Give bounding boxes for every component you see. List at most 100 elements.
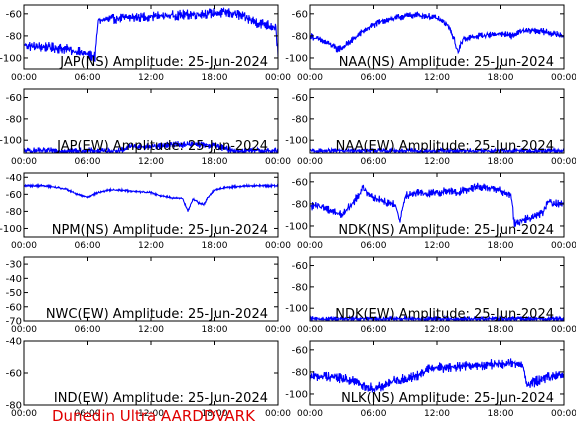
y-tick-label: -100 bbox=[285, 221, 308, 232]
panel-5: -100 -80 -60 -40 00:00 06:00 12:00 18:00 00:00 NP… bbox=[0, 172, 291, 251]
y-tick-label: -100 bbox=[285, 136, 308, 147]
panel-1: -100 -80 -60 00:00 06:00 12:00 18:00 00:00 JAP(N… bbox=[0, 4, 291, 83]
x-tick-label: 00:00 bbox=[265, 157, 291, 167]
x-tick-label: 00:00 bbox=[11, 409, 37, 419]
x-tick-label: 00:00 bbox=[11, 325, 37, 335]
x-tick-label: 00:00 bbox=[11, 73, 37, 83]
chart-title: NAA(EW) Amplitude: 25-Jun-2024 bbox=[336, 139, 554, 154]
y-tick-label: -40 bbox=[6, 173, 22, 184]
x-tick-label: 06:00 bbox=[361, 73, 387, 83]
chart-title: NDK(EW) Amplitude: 25-Jun-2024 bbox=[335, 307, 554, 322]
y-tick-label: -30 bbox=[6, 260, 22, 271]
x-tick-label: 12:00 bbox=[424, 73, 450, 83]
x-tick-label: 18:00 bbox=[488, 73, 514, 83]
y-tick-label: -60 bbox=[6, 9, 22, 20]
panel-10: -100 -80 -60 00:00 06:00 12:00 18:00 00:00 NLK(N… bbox=[285, 340, 576, 419]
x-tick-label: 00:00 bbox=[265, 241, 291, 251]
y-tick-label: -100 bbox=[285, 389, 308, 400]
x-tick-label: 18:00 bbox=[488, 157, 514, 167]
y-tick-label: -60 bbox=[292, 177, 308, 188]
x-tick-label: 06:00 bbox=[361, 409, 387, 419]
series-trace bbox=[310, 358, 564, 393]
y-tick-label: -80 bbox=[292, 31, 308, 42]
panel-8: -100 -80 -60 00:00 06:00 12:00 18:00 00:00 NDK(E… bbox=[285, 256, 576, 335]
x-tick-label: 06:00 bbox=[75, 73, 101, 83]
x-tick-label: 00:00 bbox=[297, 325, 323, 335]
x-tick-label: 06:00 bbox=[361, 157, 387, 167]
x-tick-label: 18:00 bbox=[202, 409, 228, 419]
x-tick-label: 06:00 bbox=[75, 157, 101, 167]
y-tick-label: -80 bbox=[292, 199, 308, 210]
y-tick-label: -60 bbox=[292, 93, 308, 104]
x-tick-label: 00:00 bbox=[297, 73, 323, 83]
y-tick-label: -80 bbox=[6, 31, 22, 42]
series-trace bbox=[24, 182, 278, 212]
y-tick-label: -60 bbox=[292, 9, 308, 20]
y-tick-label: -80 bbox=[292, 114, 308, 125]
panel-6: -100 -80 -60 00:00 06:00 12:00 18:00 00:00 NDK(N… bbox=[285, 172, 576, 251]
x-tick-label: 18:00 bbox=[488, 325, 514, 335]
panel-9: -80 -60 -40 00:00 06:00 12:00 18:00 00:00 IND(EW… bbox=[6, 337, 292, 420]
x-tick-label: 06:00 bbox=[75, 325, 101, 335]
x-tick-label: 18:00 bbox=[202, 241, 228, 251]
y-tick-label: -100 bbox=[0, 224, 22, 235]
y-tick-label: -40 bbox=[6, 274, 22, 285]
chart-title: IND(EW) Amplitude: 25-Jun-2024 bbox=[54, 391, 268, 406]
x-tick-label: 12:00 bbox=[424, 157, 450, 167]
x-tick-label: 18:00 bbox=[488, 241, 514, 251]
x-tick-label: 06:00 bbox=[75, 241, 101, 251]
x-tick-label: 00:00 bbox=[11, 241, 37, 251]
x-tick-label: 00:00 bbox=[551, 73, 576, 83]
series-trace bbox=[24, 7, 278, 62]
chart-title: NLK(NS) Amplitude: 25-Jun-2024 bbox=[341, 391, 554, 406]
x-tick-label: 12:00 bbox=[138, 241, 164, 251]
y-tick-label: -70 bbox=[6, 317, 22, 328]
x-tick-label: 00:00 bbox=[551, 241, 576, 251]
y-tick-label: -40 bbox=[6, 337, 22, 348]
chart-title: NPM(NS) Amplitude: 25-Jun-2024 bbox=[52, 223, 268, 238]
y-tick-label: -80 bbox=[6, 114, 22, 125]
y-tick-label: -50 bbox=[6, 288, 22, 299]
x-tick-label: 12:00 bbox=[424, 241, 450, 251]
panel-2: -100 -80 -60 00:00 06:00 12:00 18:00 00:00 NAA(N… bbox=[285, 4, 576, 83]
footer-credit: Dunedin Ultra AARDDVARK bbox=[52, 407, 255, 425]
x-tick-label: 00:00 bbox=[551, 157, 576, 167]
x-tick-label: 12:00 bbox=[138, 73, 164, 83]
y-tick-label: -60 bbox=[6, 93, 22, 104]
y-tick-label: -60 bbox=[6, 369, 22, 380]
x-tick-label: 12:00 bbox=[424, 325, 450, 335]
y-tick-label: -100 bbox=[0, 136, 22, 147]
x-tick-label: 00:00 bbox=[11, 157, 37, 167]
chart-title: NAA(NS) Amplitude: 25-Jun-2024 bbox=[339, 55, 554, 70]
series-trace bbox=[24, 141, 278, 153]
chart-title: JAP(EW) Amplitude: 25-Jun-2024 bbox=[56, 139, 268, 154]
x-tick-label: 06:00 bbox=[361, 241, 387, 251]
y-tick-label: -60 bbox=[292, 261, 308, 272]
chart-title: NWC(EW) Amplitude: 25-Jun-2024 bbox=[46, 307, 268, 322]
x-tick-label: 00:00 bbox=[265, 325, 291, 335]
x-tick-label: 18:00 bbox=[488, 409, 514, 419]
x-tick-label: 00:00 bbox=[297, 241, 323, 251]
x-tick-label: 18:00 bbox=[202, 73, 228, 83]
panel-4: -100 -80 -60 00:00 06:00 12:00 18:00 00:00 NAA(E… bbox=[285, 88, 576, 167]
chart-title: JAP(NS) Amplitude: 25-Jun-2024 bbox=[59, 55, 268, 70]
x-tick-label: 00:00 bbox=[297, 409, 323, 419]
x-tick-label: 12:00 bbox=[138, 157, 164, 167]
series-trace bbox=[310, 182, 564, 228]
y-tick-label: -60 bbox=[292, 345, 308, 356]
x-tick-label: 12:00 bbox=[424, 409, 450, 419]
y-tick-label: -80 bbox=[6, 401, 22, 412]
y-tick-label: -100 bbox=[285, 304, 308, 315]
x-tick-label: 00:00 bbox=[551, 409, 576, 419]
panel-7: -70 -60 -50 -40 -30 00:00 06:00 12:00 18:00 00:00… bbox=[6, 256, 291, 335]
x-tick-label: 00:00 bbox=[265, 73, 291, 83]
y-tick-label: -60 bbox=[6, 190, 22, 201]
y-tick-label: -80 bbox=[292, 367, 308, 378]
y-tick-label: -80 bbox=[292, 282, 308, 293]
x-tick-label: 00:00 bbox=[551, 325, 576, 335]
x-tick-label: 18:00 bbox=[202, 157, 228, 167]
panel-3: -100 -80 -60 00:00 06:00 12:00 18:00 00:00 JAP(E… bbox=[0, 88, 291, 167]
series-trace bbox=[310, 11, 564, 55]
x-tick-label: 06:00 bbox=[361, 325, 387, 335]
